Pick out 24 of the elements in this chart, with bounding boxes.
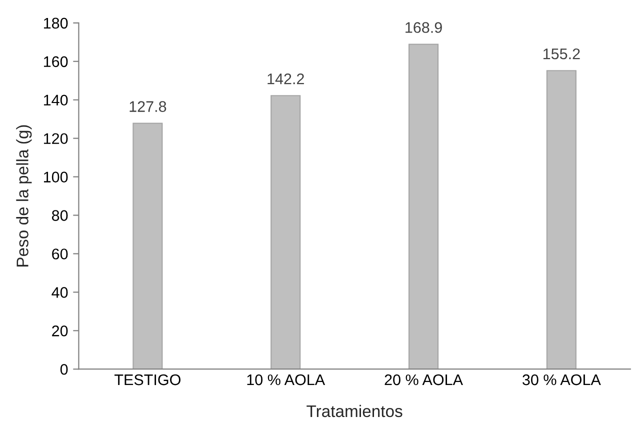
y-tick-label: 60 <box>52 248 68 260</box>
y-tick-label: 80 <box>52 210 68 221</box>
x-tick-label: 20 % AOLA <box>384 374 463 386</box>
data-label: 142.2 <box>268 73 304 84</box>
x-axis-title: Tratamientos <box>306 404 402 418</box>
data-label: 127.8 <box>130 101 166 112</box>
data-label: 168.9 <box>406 22 442 33</box>
bar <box>408 44 439 370</box>
y-tick-label: 20 <box>52 326 68 336</box>
y-tick-label: 180 <box>44 18 68 29</box>
bar <box>546 70 576 370</box>
bar <box>270 95 301 370</box>
x-tick-label: 10 % AOLA <box>247 374 326 386</box>
y-axis-title: Peso de la pella (g) <box>16 125 32 266</box>
y-tick-label: 140 <box>44 94 68 106</box>
y-tick-label: 40 <box>52 287 68 298</box>
x-tick-label: TESTIGO <box>114 374 180 386</box>
y-tick-label: 160 <box>44 56 68 68</box>
bar <box>132 122 163 370</box>
x-tick-label: 30 % AOLA <box>522 374 601 386</box>
data-label: 155.2 <box>543 48 580 60</box>
y-tick-label: 120 <box>44 133 68 144</box>
y-tick-label: 0 <box>60 364 68 375</box>
y-tick-label: 100 <box>44 172 68 182</box>
